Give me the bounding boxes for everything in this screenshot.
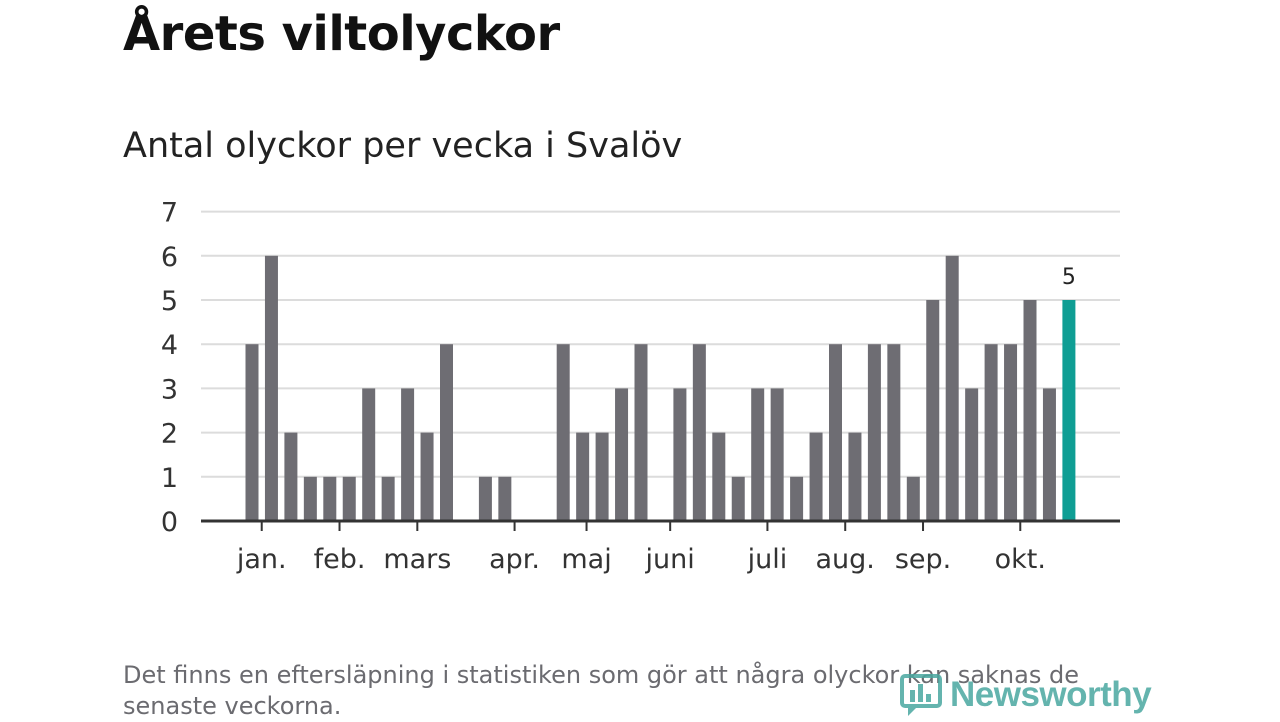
x-tick-label: okt. [995,544,1046,575]
x-tick-label: sep. [895,544,951,575]
bar [634,344,648,521]
bar-highlight [1062,300,1076,521]
bars: 5 [245,255,1076,522]
bar [1004,344,1018,521]
chart-title: Årets viltolyckor [123,6,560,62]
bar [303,476,317,521]
x-tick-label: aug. [816,544,875,575]
x-tick-label: mars [383,544,451,575]
bar [595,432,609,521]
bar [867,344,881,521]
bar [731,476,745,521]
newsworthy-brand: Newsworthy [900,672,1152,718]
x-tick-label: jan. [236,544,287,575]
bar [556,344,570,521]
bar [926,300,940,521]
bar [1023,300,1037,521]
bar [615,388,629,521]
bar-chart: 0 1 2 3 4 5 6 7 5 jan. feb. mars apr. maj juni juli au… [161,198,1120,575]
bar [440,344,453,521]
bar [712,432,726,521]
bar [362,388,376,521]
bar [673,388,687,521]
x-tick-label: juli [747,544,788,575]
bar [401,388,415,521]
brand-name: Newsworthy [950,675,1152,714]
newsworthy-logo-icon [900,674,942,716]
y-tick-label: 5 [161,286,178,317]
bar [887,344,901,521]
y-tick-label: 1 [161,463,178,494]
bar [790,476,804,521]
bar [576,432,590,521]
bar [751,388,765,521]
bar [809,432,823,521]
bar [1042,388,1056,521]
bar [381,476,395,521]
bar [264,255,278,522]
y-axis-ticks: 0 1 2 3 4 5 6 7 [161,198,178,538]
bar [945,255,959,522]
bar [284,432,298,521]
bar [323,476,337,521]
bar [770,388,784,521]
y-tick-label: 3 [161,374,178,405]
bar [906,476,920,521]
y-tick-label: 4 [161,330,178,361]
y-tick-label: 6 [161,242,178,273]
y-tick-label: 2 [161,419,178,450]
data-label: 5 [1062,265,1076,290]
bar [692,344,706,521]
bar [245,344,259,521]
y-tick-label: 0 [161,507,178,538]
bar [420,432,434,521]
x-tick-label: maj [561,544,611,575]
x-axis: jan. feb. mars apr. maj juni juli aug. sep. okt. [201,519,1120,575]
bar [984,344,998,521]
y-tick-label: 7 [161,198,178,229]
x-tick-label: juni [645,544,695,575]
bar [342,476,356,521]
bar [478,476,492,521]
grid-lines [201,210,1120,478]
bar [848,432,862,521]
x-tick-label: feb. [314,544,366,575]
bar [829,344,842,521]
chart-subtitle: Antal olyckor per vecka i Svalöv [123,126,683,166]
bar [965,388,979,521]
bar [498,476,512,521]
x-tick-label: apr. [489,544,540,575]
